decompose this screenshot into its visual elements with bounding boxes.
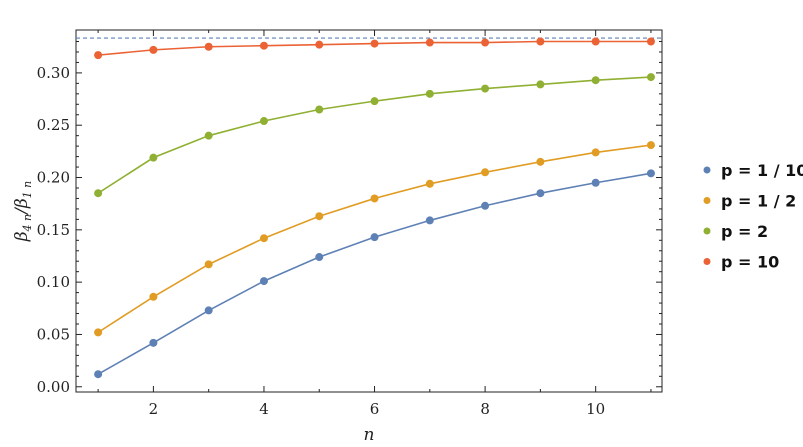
x-tick-label: 8 — [480, 400, 490, 418]
axis-ticks: 2 4 6 8 10 0.00 0.05 0.10 0.15 0.20 0.25 0.30 — [37, 30, 662, 418]
legend: p = 1 / 10 p = 1 / 2 p = 2 p = 10 — [703, 161, 803, 272]
data-point — [425, 89, 434, 98]
x-tick-label: 4 — [259, 400, 269, 418]
series-layer — [94, 37, 655, 379]
legend-marker — [703, 258, 711, 265]
legend-label: p = 1 / 2 — [721, 192, 796, 211]
data-point — [481, 38, 490, 47]
data-point — [425, 38, 434, 47]
data-point — [481, 201, 490, 210]
legend-marker — [703, 166, 711, 174]
legend-marker — [703, 197, 711, 204]
data-point — [425, 216, 434, 225]
data-point — [370, 194, 379, 203]
data-point — [315, 105, 324, 114]
data-point — [646, 73, 655, 82]
x-tick-label: 6 — [370, 400, 380, 418]
data-point — [259, 234, 268, 243]
data-point — [149, 153, 158, 162]
data-point — [646, 169, 655, 178]
data-point — [536, 189, 545, 198]
y-tick-label: 0.10 — [37, 273, 70, 291]
data-point — [591, 76, 600, 85]
data-point — [591, 148, 600, 157]
data-point — [315, 40, 324, 49]
data-point — [204, 306, 213, 315]
data-point — [259, 41, 268, 50]
y-tick-label: 0.30 — [37, 64, 70, 82]
data-point — [149, 338, 158, 347]
data-point — [149, 45, 158, 54]
data-point — [259, 117, 268, 126]
data-point — [370, 39, 379, 48]
x-axis-title: n — [364, 425, 375, 445]
data-point — [481, 168, 490, 177]
plot-frame — [75, 29, 663, 393]
data-point — [94, 51, 103, 60]
data-point — [204, 260, 213, 269]
y-tick-label: 0.00 — [37, 378, 70, 396]
legend-label: p = 10 — [721, 253, 779, 272]
data-point — [591, 178, 600, 187]
data-point — [591, 37, 600, 46]
data-point — [94, 370, 103, 379]
data-point — [315, 212, 324, 221]
data-point — [94, 328, 103, 337]
x-tick-label: 10 — [586, 400, 605, 418]
y-tick-label: 0.25 — [37, 116, 70, 134]
legend-marker — [703, 227, 711, 235]
data-point — [536, 80, 545, 89]
data-point — [370, 233, 379, 242]
data-point — [149, 292, 158, 301]
data-point — [204, 131, 213, 140]
y-tick-label: 0.15 — [37, 221, 70, 239]
series-line — [97, 172, 652, 375]
y-tick-label: 0.20 — [37, 169, 70, 187]
data-point — [481, 84, 490, 93]
data-point — [370, 97, 379, 106]
data-point — [646, 37, 655, 46]
data-point — [425, 179, 434, 188]
data-point — [259, 277, 268, 286]
y-axis-title: β4 n/β1 n — [12, 181, 34, 243]
y-tick-label: 0.05 — [37, 325, 70, 343]
data-point — [646, 141, 655, 150]
data-point — [204, 42, 213, 51]
series-line — [97, 76, 651, 194]
data-point — [94, 189, 103, 198]
data-point — [315, 253, 324, 262]
legend-label: p = 2 — [721, 222, 768, 241]
legend-label: p = 1 / 10 — [721, 161, 803, 180]
data-point — [536, 157, 545, 166]
data-point — [536, 37, 545, 46]
x-tick-label: 2 — [149, 400, 159, 418]
